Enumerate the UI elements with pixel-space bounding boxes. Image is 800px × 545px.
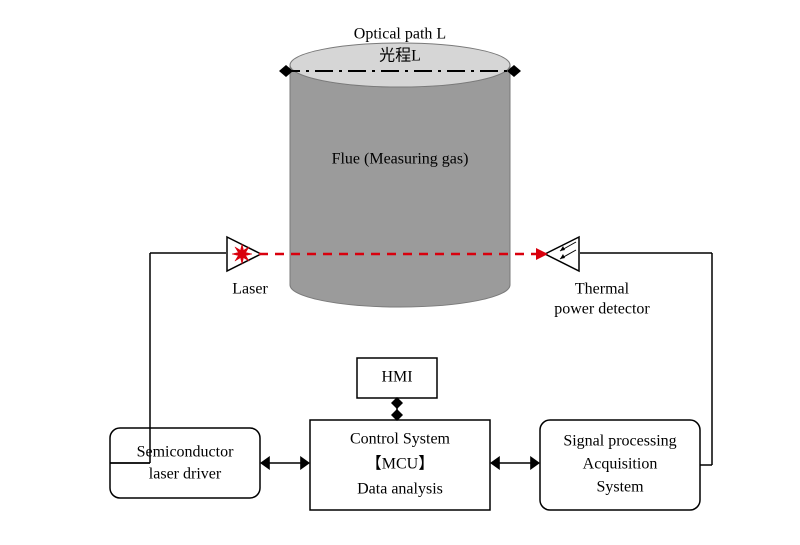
arrowhead xyxy=(300,456,310,470)
sig-label-1: Signal processing xyxy=(563,433,676,450)
thermal-detector xyxy=(545,237,579,271)
optical-path-cn-label: 光程L xyxy=(379,47,421,65)
detector-label-2: power detector xyxy=(554,301,650,318)
sig-label-2: Acquisition xyxy=(583,456,658,473)
arrowhead xyxy=(530,456,540,470)
flue-label: Flue (Measuring gas) xyxy=(332,151,469,168)
arrowhead xyxy=(490,456,500,470)
diagram-root: Optical path L 光程L Flue (Measuring gas) Las… xyxy=(0,0,800,545)
detector-label-1: Thermal xyxy=(575,281,630,298)
ctrl-label-1: Control System xyxy=(350,431,451,448)
drv-label-2: laser driver xyxy=(149,466,222,483)
laser-beam-arrow xyxy=(536,248,548,260)
ctrl-label-3: Data analysis xyxy=(357,481,443,498)
ctrl-label-2: 【MCU】 xyxy=(366,456,434,473)
laser-burst-icon xyxy=(232,244,252,264)
drv-label-1: Semiconductor xyxy=(137,444,235,461)
hmi-label: HMI xyxy=(381,369,412,386)
arrowhead xyxy=(260,456,270,470)
connector-diamond xyxy=(391,409,403,421)
sig-label-3: System xyxy=(596,479,644,496)
laser-label: Laser xyxy=(232,281,268,298)
connector-diamond xyxy=(391,397,403,409)
flue-cylinder xyxy=(290,65,510,307)
optical-path-label: Optical path L xyxy=(354,26,446,43)
